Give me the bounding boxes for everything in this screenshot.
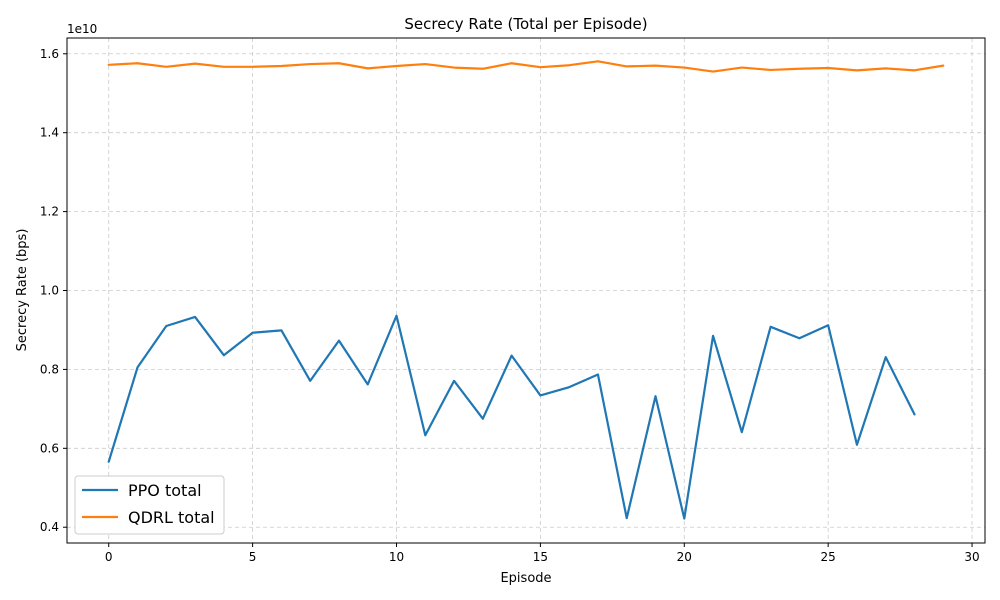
series-lines — [107, 60, 945, 520]
y-tick-label: 0.4 — [40, 520, 59, 534]
x-tick-label: 0 — [105, 550, 113, 564]
legend-label-qdrl: QDRL total — [128, 508, 215, 527]
axis-ticks: 0 5 10 15 20 25 30 0.4 0.6 0.8 1.0 1.2 1.4 1.6 — [40, 47, 980, 564]
y-offset-label: 1e10 — [67, 22, 97, 36]
x-tick-label: 10 — [389, 550, 404, 564]
x-tick-label: 15 — [533, 550, 548, 564]
y-tick-label: 1.6 — [40, 47, 59, 61]
y-tick-label: 1.2 — [40, 205, 59, 219]
y-tick-label: 1.0 — [40, 284, 59, 298]
y-axis-label: Secrecy Rate (bps) — [15, 229, 30, 352]
legend: PPO total QDRL total — [74, 475, 225, 535]
x-axis-label: Episode — [500, 571, 551, 586]
chart-title: Secrecy Rate (Total per Episode) — [404, 15, 647, 33]
x-tick-label: 25 — [821, 550, 836, 564]
series-line-0 — [107, 314, 916, 520]
y-tick-label: 1.4 — [40, 126, 59, 140]
series-line-1 — [107, 60, 945, 73]
y-tick-label: 0.6 — [40, 441, 59, 455]
x-tick-label: 5 — [249, 550, 257, 564]
x-tick-label: 20 — [677, 550, 692, 564]
y-tick-label: 0.8 — [40, 362, 59, 376]
grid-lines — [67, 38, 985, 543]
x-tick-label: 30 — [964, 550, 979, 564]
legend-label-ppo: PPO total — [128, 481, 202, 500]
